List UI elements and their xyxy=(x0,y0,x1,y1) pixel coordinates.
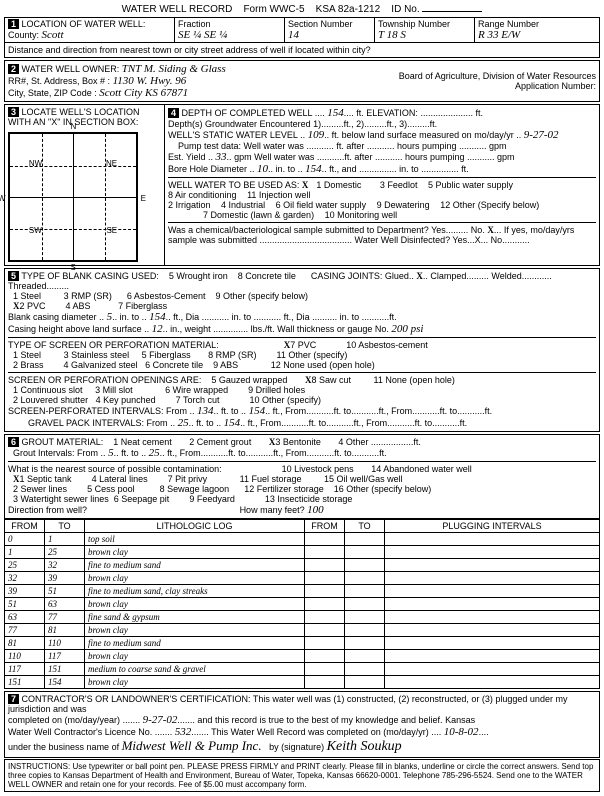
sec6-title: GROUT MATERIAL: xyxy=(22,437,104,447)
sw: SW xyxy=(29,226,42,235)
section-2: 2 WATER WELL OWNER: TNT M. Siding & Glas… xyxy=(4,60,600,102)
lithologic-log: FROM TO LITHOLOGIC LOG FROM TO PLUGGING … xyxy=(4,519,600,689)
addr-label: RR#, St. Address, Box # xyxy=(8,76,105,86)
bore-dia: 10 xyxy=(257,163,268,175)
sec1-num: 1 xyxy=(8,19,19,29)
sec4-num: 4 xyxy=(168,108,179,118)
w: W xyxy=(0,194,6,203)
app-label: Application Number: xyxy=(515,81,596,91)
addr: 1130 W. Hwy. 96 xyxy=(113,75,187,87)
form-header: WATER WELL RECORD Form WWC-5 KSA 82a-121… xyxy=(4,4,600,15)
bore-to: 154 xyxy=(305,163,322,175)
township: T 18 S xyxy=(378,29,406,41)
owner: TNT M. Siding & Glass xyxy=(122,63,226,75)
section-6: 6 GROUT MATERIAL: 1 Neat cement 2 Cement… xyxy=(4,434,600,519)
table-row: 5163brown clay xyxy=(5,598,600,611)
table-row: 01top soil xyxy=(5,533,600,546)
e: E xyxy=(141,194,146,203)
table-row: 7781brown clay xyxy=(5,624,600,637)
table-row: 2532fine to medium sand xyxy=(5,559,600,572)
township-label: Township Number xyxy=(378,19,450,29)
county: Scott xyxy=(42,29,64,41)
section-4: 4 DEPTH OF COMPLETED WELL .... 154.... f… xyxy=(165,105,599,265)
footer-instructions: INSTRUCTIONS: Use typewriter or ball poi… xyxy=(4,759,600,792)
table-row: 81110fine to medium sand xyxy=(5,637,600,650)
id-label: ID No. xyxy=(391,4,419,15)
yield: 33 xyxy=(216,151,227,163)
section-diagram: NW NE SW SE N S E W xyxy=(8,132,138,262)
log-header-row: FROM TO LITHOLOGIC LOG FROM TO PLUGGING … xyxy=(5,520,600,533)
gw-label: Depth(s) Groundwater Encountered xyxy=(168,119,311,129)
table-row: 125brown clay xyxy=(5,546,600,559)
sec2-num: 2 xyxy=(8,64,19,74)
section-5: 5 TYPE OF BLANK CASING USED: 5 Wrought i… xyxy=(4,268,600,432)
sec3-num: 3 xyxy=(8,107,19,117)
fraction: SE ¼ SE ¼ xyxy=(178,29,227,41)
sec4-title: DEPTH OF COMPLETED WELL xyxy=(182,108,313,118)
table-row: 151154brown clay xyxy=(5,676,600,689)
sec1-title: LOCATION OF WATER WELL: xyxy=(22,19,146,29)
section-1: 1 LOCATION OF WATER WELL: County: Scott … xyxy=(4,17,600,58)
se: SE xyxy=(106,226,117,235)
board: Board of Agriculture, Division of Water … xyxy=(399,71,596,81)
sec5-num: 5 xyxy=(8,271,19,281)
range: R 33 E/W xyxy=(478,29,520,41)
ksa: KSA 82a-1212 xyxy=(316,4,381,15)
nw: NW xyxy=(29,159,42,168)
n: N xyxy=(70,122,76,131)
section-7: 7 CONTRACTOR'S OR LANDOWNER'S CERTIFICAT… xyxy=(4,691,600,758)
form-num: Form WWC-5 xyxy=(243,4,304,15)
county-label: County: xyxy=(8,30,39,40)
ne: NE xyxy=(106,159,117,168)
sec5-title: TYPE OF BLANK CASING USED: xyxy=(21,271,159,281)
city-label: City, State, ZIP Code xyxy=(8,88,92,98)
sec2-title: WATER WELL OWNER: xyxy=(22,64,120,74)
static: 109 xyxy=(308,129,325,141)
sec7-num: 7 xyxy=(8,694,19,704)
table-row: 3951fine to medium sand, clay streaks xyxy=(5,585,600,598)
section-3-4: 3 LOCATE WELL'S LOCATION WITH AN "X" IN … xyxy=(4,104,600,266)
elev-label: ft. ELEVATION: xyxy=(356,108,418,118)
use-label: WELL WATER TO BE USED AS: xyxy=(168,180,299,190)
form-title: WATER WELL RECORD xyxy=(122,4,233,15)
sec6-num: 6 xyxy=(8,437,19,447)
table-row: 117151medium to coarse sand & gravel xyxy=(5,663,600,676)
table-row: 3239brown clay xyxy=(5,572,600,585)
fraction-label: Fraction xyxy=(178,19,211,29)
table-row: 110117brown clay xyxy=(5,650,600,663)
signature: Keith Soukup xyxy=(327,739,402,754)
distance-line: Distance and direction from nearest town… xyxy=(5,43,599,57)
table-row: 6377fine sand & gypsum xyxy=(5,611,600,624)
static-label: WELL'S STATIC WATER LEVEL xyxy=(168,130,298,140)
section-label: Section Number xyxy=(288,19,353,29)
business: Midwest Well & Pump Inc. xyxy=(122,738,262,753)
static-date: 9-27-02 xyxy=(524,129,559,141)
s: S xyxy=(70,263,75,272)
section: 14 xyxy=(288,29,299,41)
range-label: Range Number xyxy=(478,19,539,29)
depth: 154 xyxy=(327,107,344,119)
city: Scott City KS 67871 xyxy=(99,87,188,99)
